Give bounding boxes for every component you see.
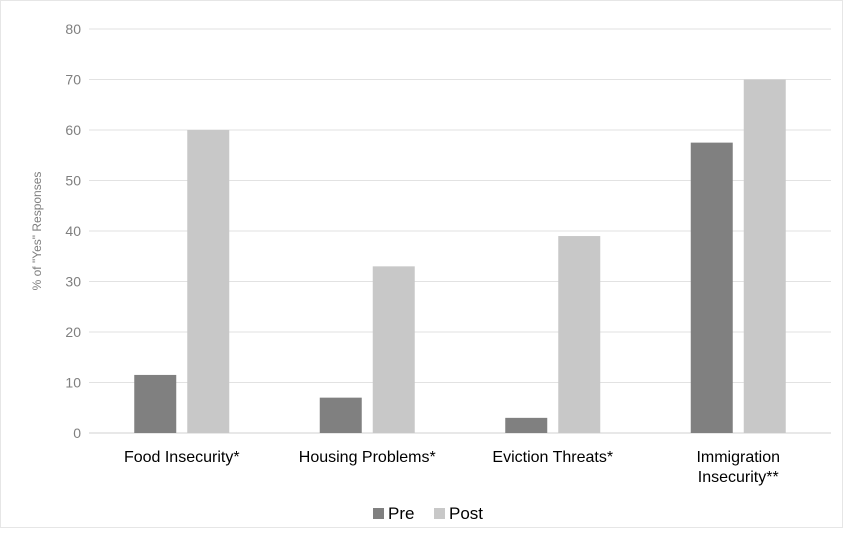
y-tick-label: 60 bbox=[65, 122, 81, 138]
x-axis-categories: Food Insecurity* Housing Problems* Evictio… bbox=[124, 449, 780, 486]
y-tick-label: 70 bbox=[65, 72, 81, 88]
y-axis-label: % of "Yes" Responses bbox=[30, 172, 44, 291]
y-axis-ticks: 0 10 20 30 40 50 60 70 80 bbox=[65, 21, 81, 441]
bar-pre bbox=[505, 417, 548, 433]
legend-swatch-post bbox=[434, 508, 445, 519]
y-tick-label: 10 bbox=[65, 375, 81, 391]
legend-label-pre: Pre bbox=[388, 504, 414, 523]
bar-post bbox=[743, 79, 786, 433]
x-category-label: Housing Problems* bbox=[299, 449, 436, 466]
bar-post bbox=[187, 130, 230, 433]
bar-pre bbox=[319, 397, 362, 433]
y-tick-label: 80 bbox=[65, 21, 81, 37]
legend: Pre Post bbox=[373, 504, 483, 523]
x-category-label: Eviction Threats* bbox=[492, 449, 613, 466]
x-category-label: Insecurity** bbox=[698, 469, 779, 486]
y-tick-label: 40 bbox=[65, 223, 81, 239]
y-tick-label: 30 bbox=[65, 274, 81, 290]
x-category-label: Food Insecurity* bbox=[124, 449, 240, 466]
bar-post bbox=[558, 236, 601, 433]
y-tick-label: 0 bbox=[73, 425, 81, 441]
bar-pre bbox=[134, 374, 177, 433]
bars bbox=[134, 79, 786, 433]
legend-swatch-pre bbox=[373, 508, 384, 519]
bar-pre bbox=[690, 142, 733, 433]
legend-label-post: Post bbox=[449, 504, 483, 523]
x-category-label: Immigration bbox=[696, 449, 780, 466]
y-tick-label: 50 bbox=[65, 173, 81, 189]
bar-post bbox=[372, 266, 415, 433]
y-tick-label: 20 bbox=[65, 324, 81, 340]
